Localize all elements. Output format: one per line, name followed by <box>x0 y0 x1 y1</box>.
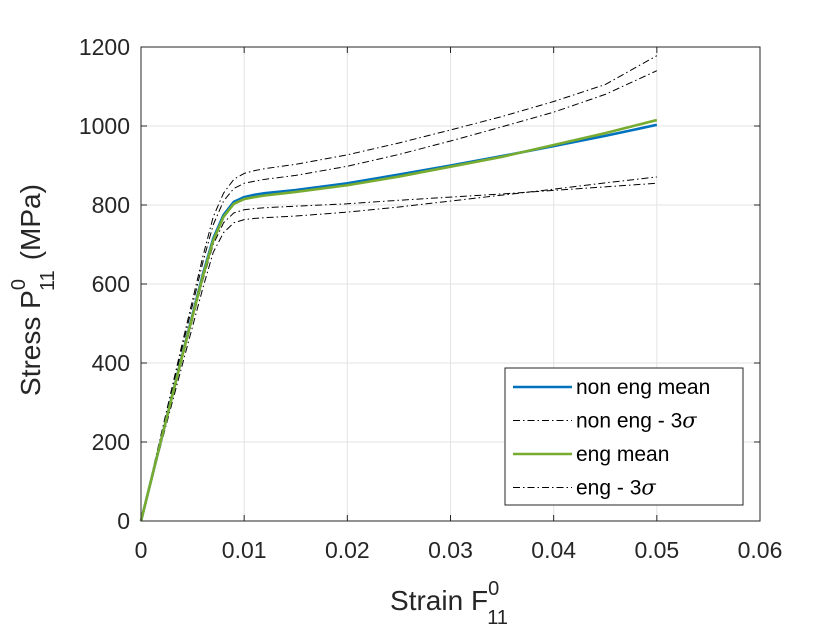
x-tick-label: 0 <box>135 537 148 563</box>
legend-box <box>504 367 744 506</box>
y-axis-label-sup: 0 <box>8 279 30 290</box>
y-axis-label-text: Stress P <box>15 290 46 396</box>
y-tick-label: 600 <box>92 271 130 297</box>
y-tick-label: 1200 <box>79 34 130 60</box>
legend-entry-label: eng mean <box>576 443 669 466</box>
x-tick-label: 0.03 <box>428 537 473 563</box>
axis-ticks <box>140 46 761 522</box>
x-tick-label: 0.06 <box>738 537 783 563</box>
series-line-2 <box>140 55 658 522</box>
x-tick-labels: 0 0.01 0.02 0.03 0.04 0.05 0.06 <box>135 537 783 563</box>
legend-entry-text: non eng mean <box>576 376 710 399</box>
legend-entry-label: non eng mean <box>576 376 710 399</box>
legend-entry-label: non eng - 3σ <box>576 409 697 433</box>
y-tick-label: 400 <box>92 350 130 376</box>
x-axis-label-sup: 0 <box>488 578 499 600</box>
x-tick-label: 0.01 <box>222 537 267 563</box>
series-line-5 <box>140 70 658 522</box>
series-line-4 <box>139 118 658 522</box>
legend-entry-symbol: σ <box>641 476 656 500</box>
legend-entry-label: eng - 3σ <box>576 476 656 500</box>
y-tick-label: 200 <box>92 429 130 455</box>
y-tick-label: 0 <box>117 508 130 534</box>
y-tick-label: 1000 <box>79 113 130 139</box>
x-tick-label: 0.02 <box>325 537 370 563</box>
x-axis-label-text: Strain F <box>390 585 488 616</box>
x-tick-label: 0.05 <box>634 537 679 563</box>
legend-entry-symbol: σ <box>682 409 697 433</box>
x-axis-label-sub: 11 <box>487 607 508 629</box>
y-axis-label-sub: 11 <box>37 270 59 291</box>
y-axis-label-unit: (MPa) <box>15 184 46 260</box>
y-tick-label: 800 <box>92 192 130 218</box>
series-layer <box>139 55 658 522</box>
y-axis-label: Stress P0 11 (MPa) <box>8 184 59 396</box>
x-axis-label: Strain F0 11 <box>390 578 508 629</box>
legend-entry-text: eng - 3 <box>576 477 641 500</box>
series-line-3 <box>140 176 657 522</box>
y-tick-labels: 0 200 400 600 800 1000 1200 <box>79 34 130 534</box>
x-tick-label: 0.04 <box>531 537 576 563</box>
legend-entry-text: non eng - 3 <box>576 410 682 433</box>
legend-entry-text: eng mean <box>576 443 669 466</box>
